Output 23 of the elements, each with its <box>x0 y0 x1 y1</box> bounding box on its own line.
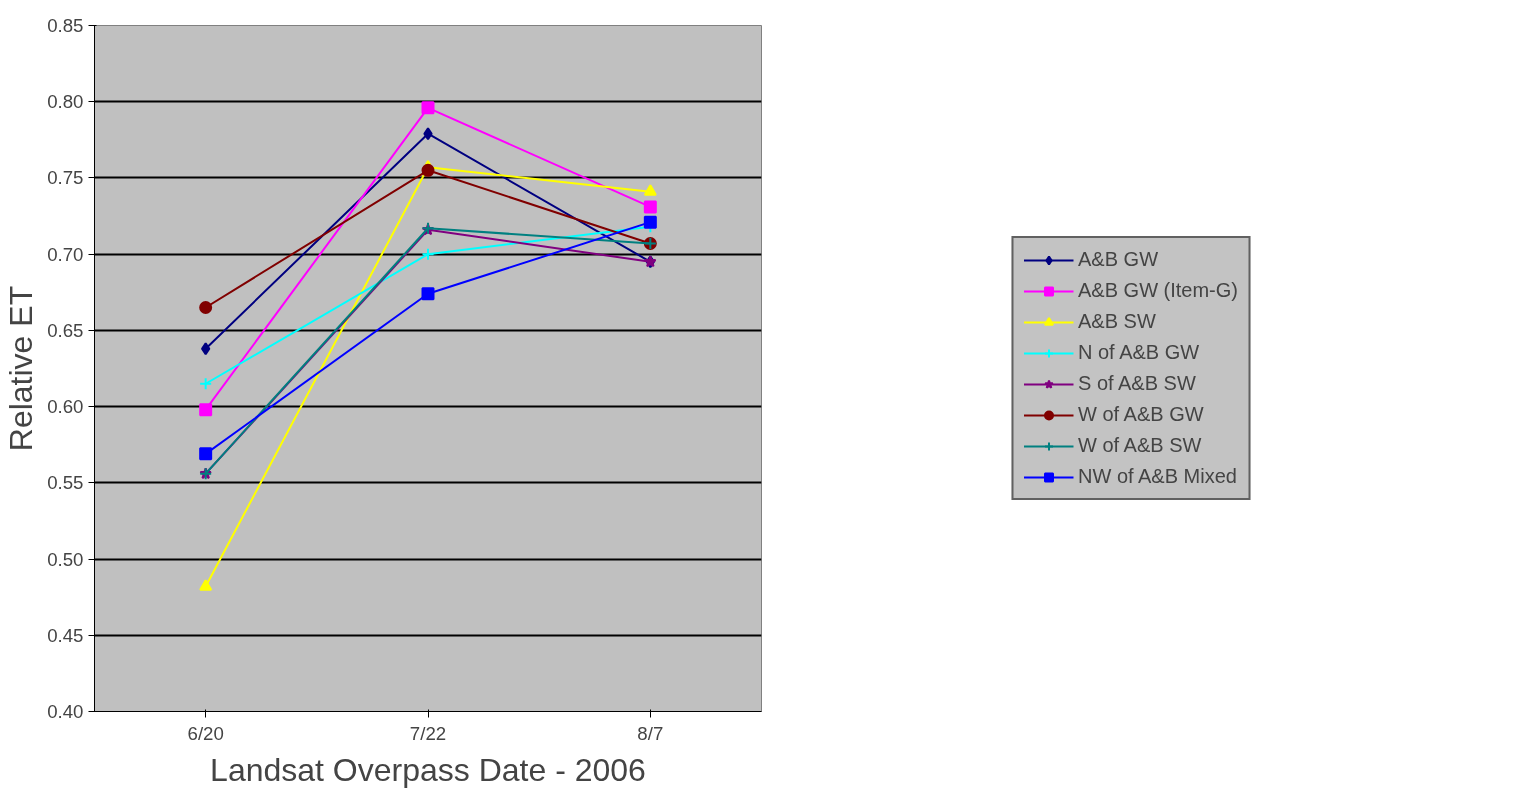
y-tick-label: 0.45 <box>47 624 84 646</box>
legend-label: W of A&B SW <box>1078 434 1202 457</box>
legend-label: A&B GW (Item-G) <box>1078 279 1238 302</box>
y-tick-label: 0.55 <box>47 472 84 494</box>
y-tick-label: 0.85 <box>47 15 84 36</box>
y-tick-label: 0.50 <box>47 548 84 570</box>
x-axis-title: Landsat Overpass Date - 2006 <box>210 751 646 788</box>
y-tick-label: 0.70 <box>47 243 84 265</box>
y-axis-title: Relative ET <box>3 285 40 452</box>
y-tick-label: 0.65 <box>47 319 84 341</box>
y-tick-label: 0.80 <box>47 91 84 113</box>
x-tick-label: 8/7 <box>637 722 664 744</box>
legend-label: S of A&B SW <box>1078 372 1196 395</box>
legend-label: A&B SW <box>1078 310 1156 333</box>
x-tick-label: 7/22 <box>409 722 447 744</box>
y-tick-label: 0.40 <box>47 701 84 722</box>
legend-label: W of A&B GW <box>1078 403 1204 426</box>
legend-label: A&B GW <box>1078 248 1159 271</box>
legend-label: NW of A&B Mixed <box>1078 465 1237 488</box>
y-tick-label: 0.75 <box>47 167 84 189</box>
y-tick-label: 0.60 <box>47 396 84 418</box>
legend-label: N of A&B GW <box>1078 341 1200 364</box>
x-tick-label: 6/20 <box>187 722 224 744</box>
